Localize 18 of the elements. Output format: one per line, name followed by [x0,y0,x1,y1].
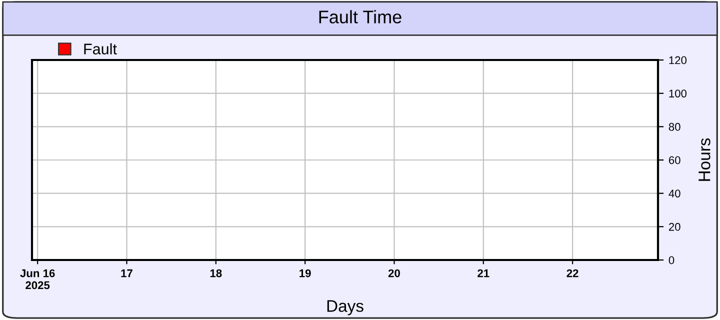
x-tick-label: 18 [210,269,222,278]
x-tick-label: 19 [300,269,311,278]
y-tick-label: 0 [668,256,674,264]
legend-label: Fault [84,43,117,54]
x-tick-label: 17 [121,269,132,278]
x-axis-title: Days [327,300,364,316]
y-tick-label: 60 [668,156,680,164]
y-tick-label: 120 [669,56,687,64]
y-axis-title: Hours [698,138,710,181]
y-tick-label: 40 [668,190,680,198]
y-tick-label: 80 [668,122,680,131]
x-tick-label: 20 [388,269,400,278]
x-tick-label: 21 [478,269,490,278]
chart-title: Fault Time [319,10,402,24]
y-tick-label: 100 [669,90,687,98]
y-tick-label: 20 [668,222,680,231]
x-tick-label: 22 [566,269,578,278]
x-tick-label: Jun 16 2025 [20,269,55,290]
